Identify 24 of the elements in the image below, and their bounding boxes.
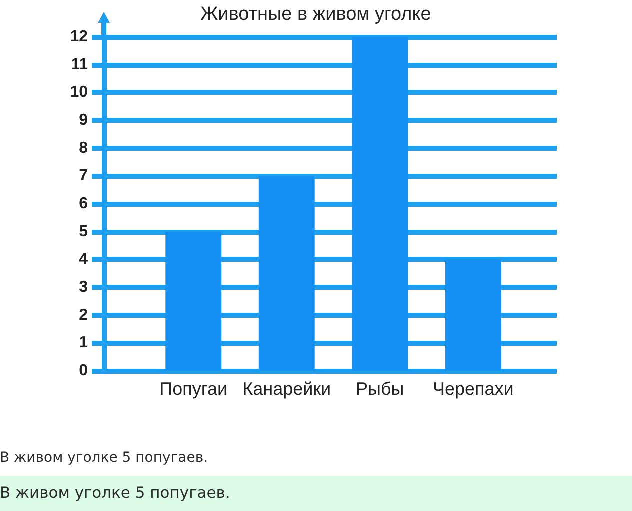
y-tick-label: 0 (79, 362, 88, 380)
bar (166, 232, 222, 371)
y-tick-label: 12 (70, 28, 88, 46)
bar (445, 260, 502, 371)
x-tick-label: Попугаи (160, 379, 228, 399)
text: В живом уголке 5 попугаев. (0, 450, 208, 466)
y-tick-label: 5 (79, 223, 88, 240)
y-tick-label: 7 (79, 168, 88, 185)
bar (352, 37, 408, 371)
x-tick-label: Канарейки (242, 379, 332, 399)
y-tick-label: 10 (70, 84, 88, 102)
bar (258, 176, 315, 371)
y-tick-label: 4 (79, 251, 88, 268)
y-tick-label: 9 (79, 112, 88, 129)
y-tick-label: 11 (71, 56, 88, 74)
x-tick-label: Черепахи (432, 379, 514, 399)
y-tick-label: 8 (79, 140, 88, 157)
y-tick-label: 2 (79, 306, 88, 324)
text: В живом уголке 5 попугаев. (0, 476, 632, 511)
y-tick-label: 3 (79, 279, 88, 296)
y-tick-label: 6 (79, 196, 88, 212)
y-tick-label: 1 (79, 334, 88, 352)
x-tick-label: Рыбы (356, 379, 404, 399)
chart-title: Животные в живом уголке (200, 4, 432, 25)
